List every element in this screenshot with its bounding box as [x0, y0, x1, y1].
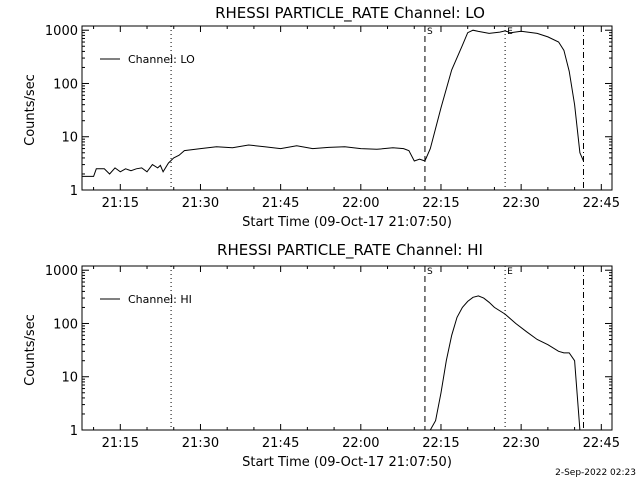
x-axis-label: Start Time (09-Oct-17 21:07:50) — [242, 215, 452, 230]
x-tick-label: 21:30 — [182, 436, 219, 451]
x-tick-label: 22:30 — [502, 436, 539, 451]
plot-frame — [81, 25, 613, 191]
x-tick-label: 22:45 — [583, 436, 620, 451]
y-tick-label: 10 — [61, 371, 78, 386]
x-tick-label: 22:15 — [422, 436, 459, 451]
chart-title: RHESSI PARTICLE_RATE Channel: HI — [217, 241, 483, 260]
legend-label: Channel: LO — [128, 53, 195, 66]
hi-channel-panel: RHESSI PARTICLE_RATE Channel: HI Start T… — [23, 241, 620, 470]
event-marker-label: E — [507, 27, 513, 37]
x-tick-label: 21:15 — [102, 436, 139, 451]
event-marker-label: E — [507, 267, 513, 277]
y-tick-label: 1000 — [45, 24, 78, 39]
x-axis-label: Start Time (09-Oct-17 21:07:50) — [242, 455, 452, 470]
y-tick-label: 1 — [70, 184, 78, 199]
plot-frame — [81, 265, 613, 431]
x-tick-label: 21:30 — [182, 196, 219, 211]
y-tick-label: 1000 — [45, 264, 78, 279]
x-tick-label: 22:00 — [342, 436, 379, 451]
x-tick-label: 22:30 — [502, 196, 539, 211]
x-tick-label: 22:00 — [342, 196, 379, 211]
y-axis-label: Counts/sec — [23, 314, 38, 386]
y-tick-label: 100 — [53, 77, 78, 92]
y-tick-label: 1 — [70, 424, 78, 439]
x-tick-label: 21:45 — [262, 436, 299, 451]
series-line — [82, 29, 584, 177]
x-tick-label: 21:15 — [102, 196, 139, 211]
event-marker-label: S — [427, 27, 433, 37]
footer-timestamp: 2-Sep-2022 02:23 — [555, 468, 636, 478]
lo-channel-panel: RHESSI PARTICLE_RATE Channel: LO Start T… — [23, 4, 620, 230]
y-tick-label: 10 — [61, 131, 78, 146]
y-axis-label: Counts/sec — [23, 74, 38, 146]
x-tick-label: 21:45 — [262, 196, 299, 211]
series-line — [429, 295, 581, 431]
x-tick-label: 22:15 — [422, 196, 459, 211]
event-marker-label: S — [427, 267, 433, 277]
y-tick-label: 100 — [53, 317, 78, 332]
legend-label: Channel: HI — [128, 293, 192, 306]
chart-title: RHESSI PARTICLE_RATE Channel: LO — [215, 4, 485, 23]
x-tick-label: 22:45 — [583, 196, 620, 211]
